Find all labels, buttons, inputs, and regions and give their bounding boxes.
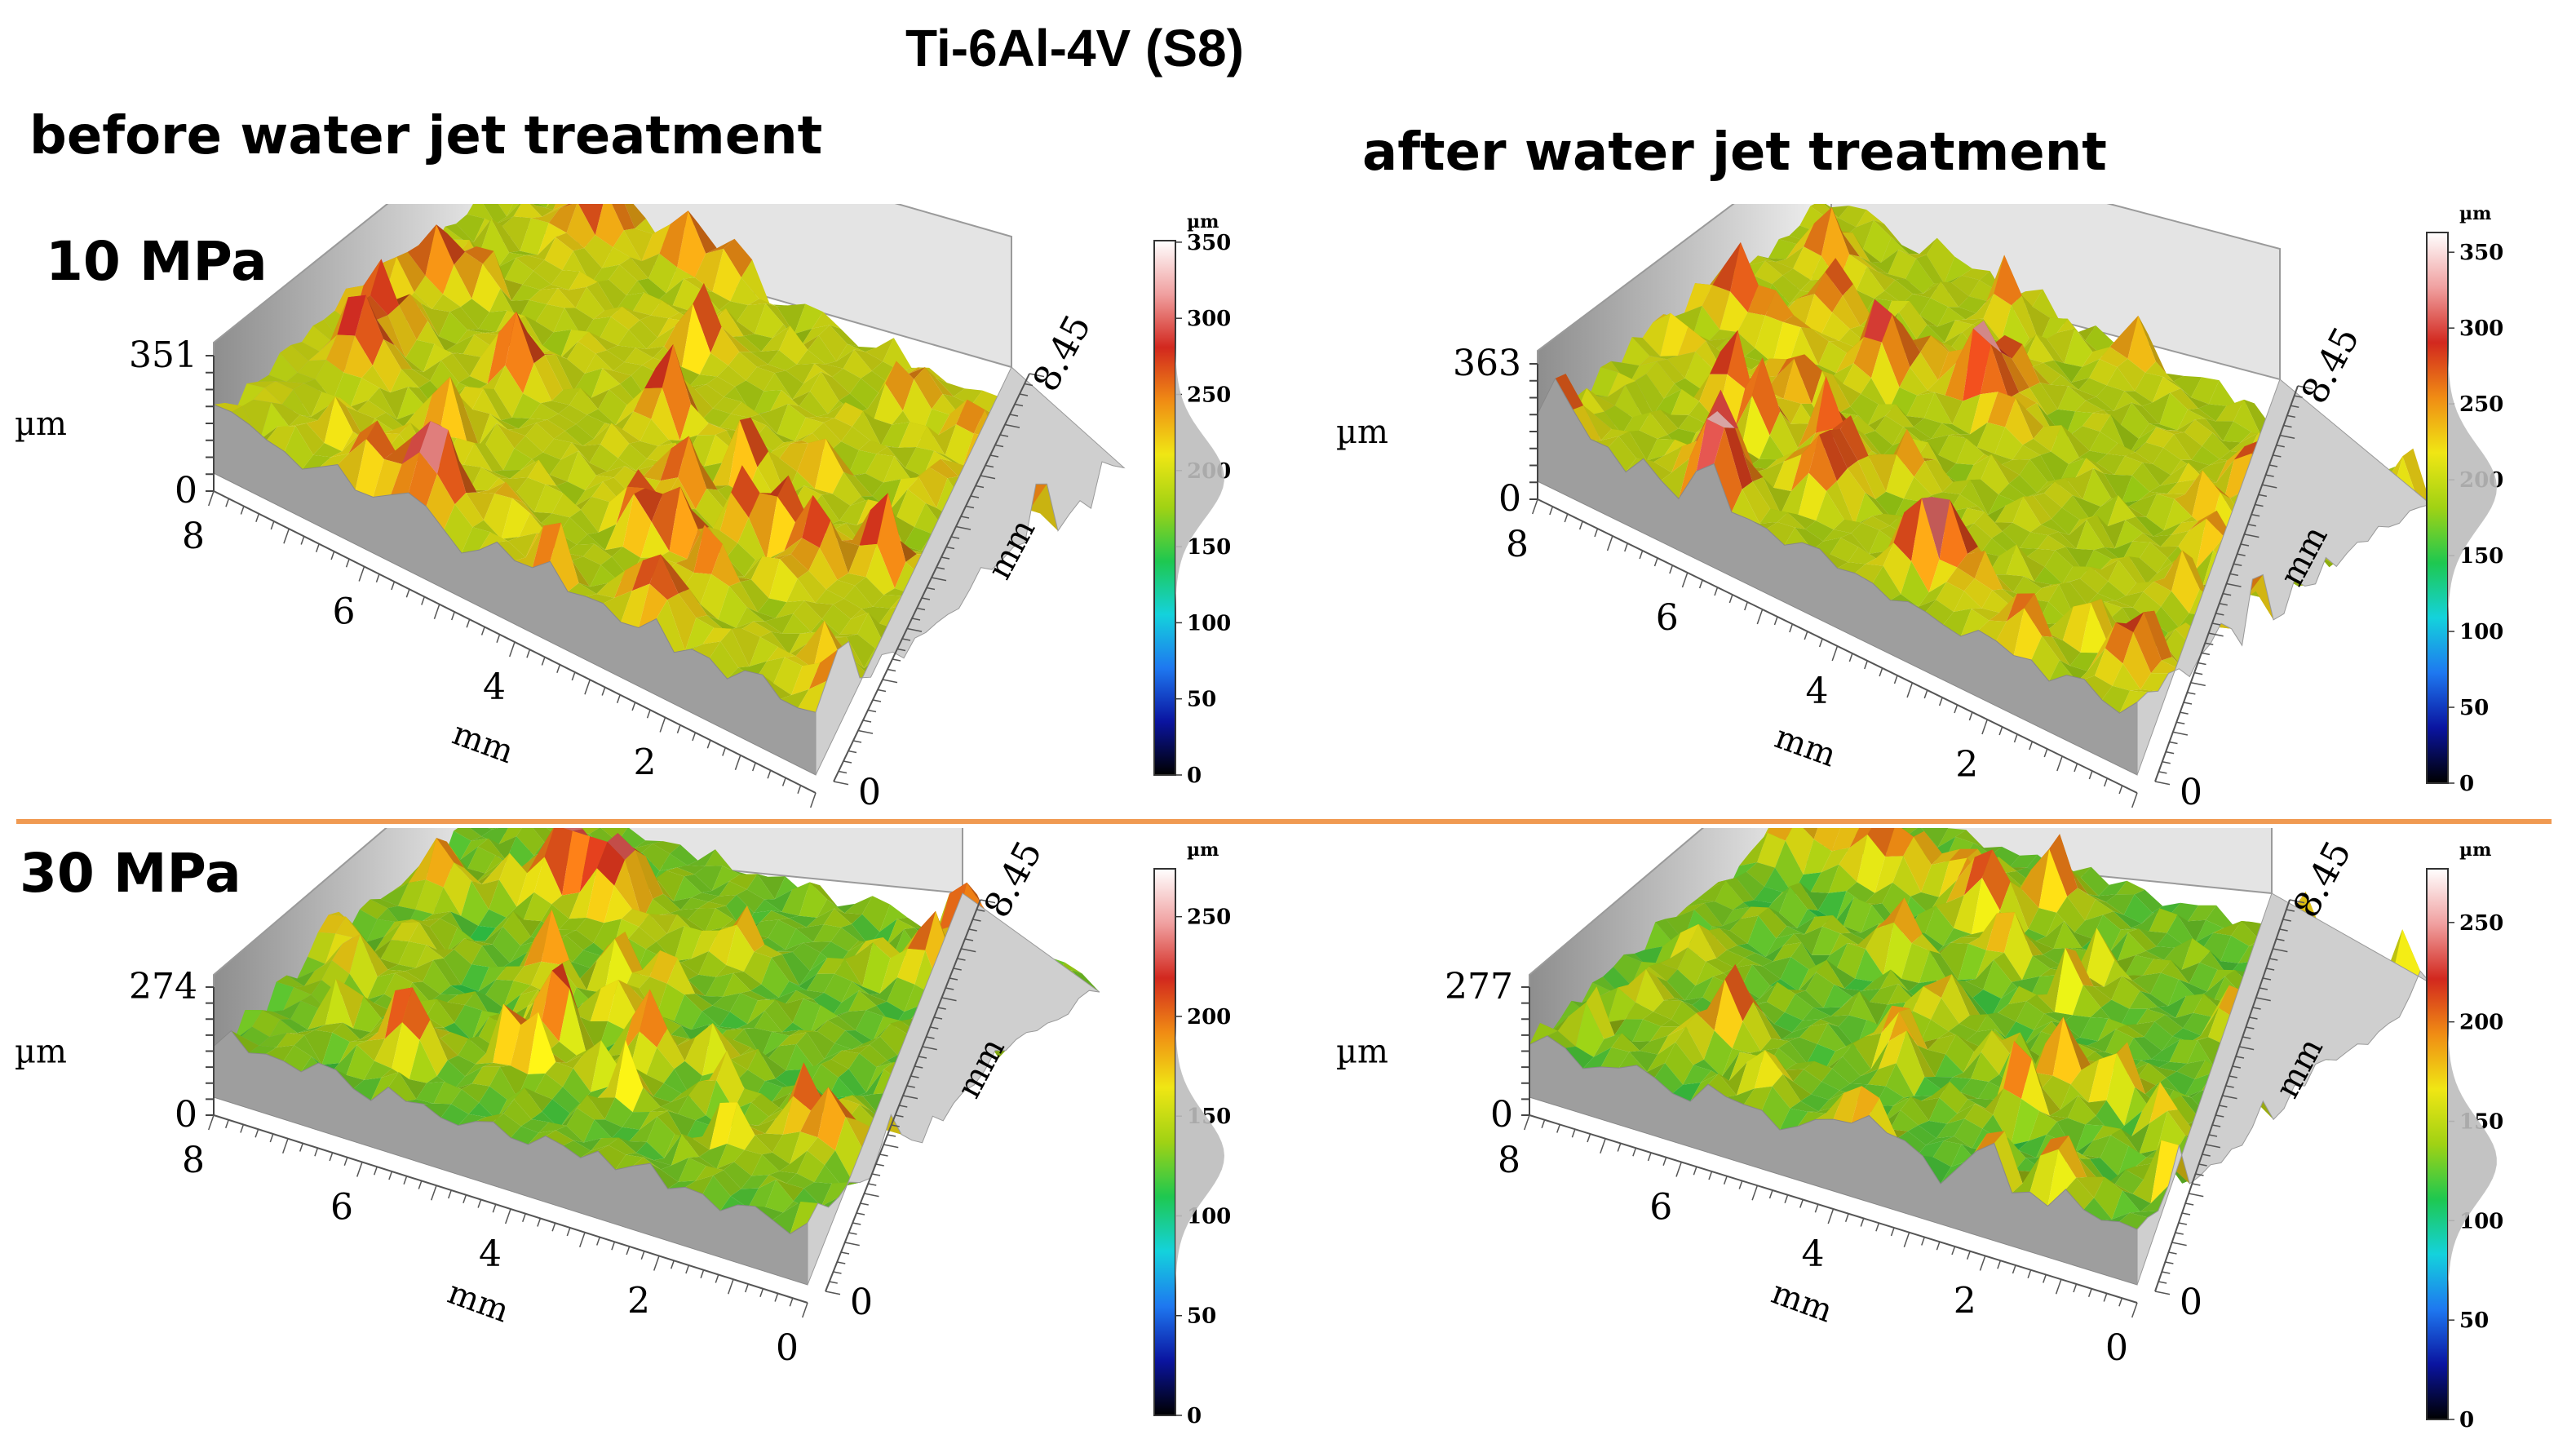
- colorbar-unit: µm: [2459, 204, 2491, 224]
- side-wall: [2136, 892, 2432, 1286]
- colorbar-tick-label: 150: [1187, 535, 1231, 560]
- x-tick-label: 6: [1656, 597, 1679, 639]
- z-min-label: 0: [1490, 1094, 1513, 1136]
- y-tick-label: 8.45: [976, 835, 1051, 924]
- x-tick-label: 8: [1498, 1140, 1520, 1181]
- x-tick-label: 0: [2105, 1327, 2128, 1369]
- row-label-30mpa: 30 MPa: [20, 842, 241, 905]
- colorbar-tick-label: 350: [2459, 241, 2503, 265]
- colorbar-histogram: [1175, 241, 1224, 775]
- colorbar-tick-label: 0: [2459, 772, 2474, 796]
- colorbar-tick-label: 350: [1187, 231, 1231, 255]
- x-tick-label: 6: [333, 591, 356, 633]
- colorbar-tick-label: 250: [2459, 392, 2503, 417]
- colorbar-tick-label: 200: [1187, 1005, 1231, 1030]
- front-wall: [1537, 377, 2138, 776]
- colorbar-unit: µm: [1187, 211, 1219, 232]
- colorbar-tick-label: 50: [1187, 1304, 1216, 1329]
- colorbar: [1153, 868, 1176, 1416]
- x-tick-label: 4: [479, 1233, 502, 1275]
- y-tick-label: 0: [858, 772, 881, 808]
- colorbar-tick-label: 300: [2459, 317, 2503, 341]
- z-min-label: 0: [175, 470, 197, 511]
- side-wall: [807, 892, 1100, 1286]
- colorbar-tick-label: 250: [1187, 906, 1231, 930]
- y-tick-label: 8.45: [2286, 835, 2360, 924]
- side-wall: [2136, 379, 2432, 776]
- side-wall: [815, 366, 1126, 776]
- z-axis-label: µm: [15, 405, 67, 443]
- row-label-10mpa: 10 MPa: [46, 230, 268, 293]
- front-wall: [1529, 1035, 2138, 1286]
- colorbar-tick-label: 250: [2459, 911, 2503, 936]
- colorbar-tick-label: 250: [1187, 383, 1231, 407]
- y-tick-label: 0: [2180, 1282, 2202, 1323]
- colorbar-histogram: [1175, 869, 1224, 1415]
- y-tick-label: 8.45: [1025, 308, 1100, 398]
- x-tick-label: 6: [330, 1187, 353, 1229]
- colorbar: [1153, 240, 1176, 776]
- column-label-after: after water jet treatment: [1362, 122, 2107, 183]
- surface-plot-svg: 3510µm86420mm08.45mmµm350300250200150100…: [15, 94, 1231, 859]
- x-tick-label: 8: [1506, 524, 1529, 565]
- x-tick-label: 6: [1649, 1187, 1672, 1229]
- colorbar: [2426, 868, 2449, 1420]
- colorbar-tick-label: 50: [2459, 1309, 2489, 1333]
- x-tick-label: 4: [1802, 1233, 1825, 1275]
- colorbar-histogram: [2448, 232, 2497, 783]
- x-tick-label: 2: [627, 1281, 650, 1322]
- z-min-label: 0: [175, 1094, 197, 1136]
- x-tick-label: 2: [634, 742, 657, 784]
- surface-panel-before-10mpa: 3510µm86420mm08.45mmµm350300250200150100…: [0, 94, 1305, 859]
- colorbar-tick-label: 150: [2459, 544, 2503, 569]
- surface-plot-svg: 3630µm86420mm08.45mmµm350300250200150100…: [1336, 129, 2503, 859]
- x-axis-label: mm: [448, 715, 519, 771]
- z-max-label: 351: [129, 334, 197, 376]
- z-axis-label: µm: [1336, 1034, 1388, 1071]
- surface-panel-after-10mpa: 3630µm86420mm08.45mmµm350300250200150100…: [1321, 129, 2576, 859]
- colorbar-tick-label: 200: [2459, 1011, 2503, 1035]
- colorbar-histogram: [2448, 869, 2497, 1419]
- row-divider: [16, 819, 2552, 824]
- colorbar-tick-label: 0: [1187, 1404, 1202, 1428]
- colorbar-tick-label: 100: [2459, 620, 2503, 644]
- front-wall: [213, 404, 817, 776]
- colorbar-tick-label: 0: [2459, 1408, 2474, 1433]
- colorbar-tick-label: 300: [1187, 307, 1231, 331]
- x-axis-label: mm: [1770, 718, 1841, 774]
- front-wall: [213, 1030, 808, 1286]
- x-tick-label: 8: [182, 1140, 205, 1181]
- colorbar-unit: µm: [2459, 839, 2491, 861]
- z-min-label: 0: [1498, 478, 1521, 520]
- surface-panel-after-30mpa: 277 0 µm 8 6 4 2 0 mm 0 8.45 mm µm 250 200 150 100 50 0: [1321, 724, 2576, 1444]
- colorbar-tick-label: 100: [1187, 611, 1231, 635]
- figure-title: Ti-6Al-4V (S8): [905, 19, 1244, 77]
- z-axis-label: µm: [1336, 414, 1388, 451]
- z-axis-label: µm: [15, 1034, 67, 1071]
- x-tick-label: 2: [1954, 1281, 1976, 1322]
- x-tick-label: 4: [1806, 671, 1829, 712]
- colorbar-tick-label: 50: [2459, 696, 2489, 720]
- column-label-before: before water jet treatment: [29, 106, 823, 166]
- z-max-label: 363: [1453, 343, 1521, 384]
- surface-panel-before-30mpa: 274 0 µm 8 6 4 2 0 mm 0 8.45 mm µm 250 200 150 100 50 0: [0, 724, 1305, 1444]
- colorbar-tick-label: 50: [1187, 688, 1216, 712]
- colorbar-tick-label: 0: [1187, 764, 1202, 788]
- x-tick-label: 2: [1955, 744, 1978, 786]
- z-max-label: 274: [129, 966, 197, 1007]
- y-tick-label: 0: [2180, 772, 2202, 808]
- colorbar: [2426, 232, 2449, 784]
- y-tick-label: 0: [850, 1282, 873, 1323]
- y-tick-label: 8.45: [2294, 321, 2368, 410]
- x-axis-label: mm: [443, 1273, 514, 1330]
- surface-mesh: [214, 162, 1124, 713]
- x-tick-label: 4: [483, 666, 506, 708]
- x-axis-label: mm: [1767, 1273, 1838, 1330]
- z-max-label: 277: [1445, 966, 1513, 1007]
- colorbar-unit: µm: [1187, 839, 1219, 861]
- x-tick-label: 8: [182, 516, 205, 557]
- x-tick-label: 0: [776, 1327, 799, 1369]
